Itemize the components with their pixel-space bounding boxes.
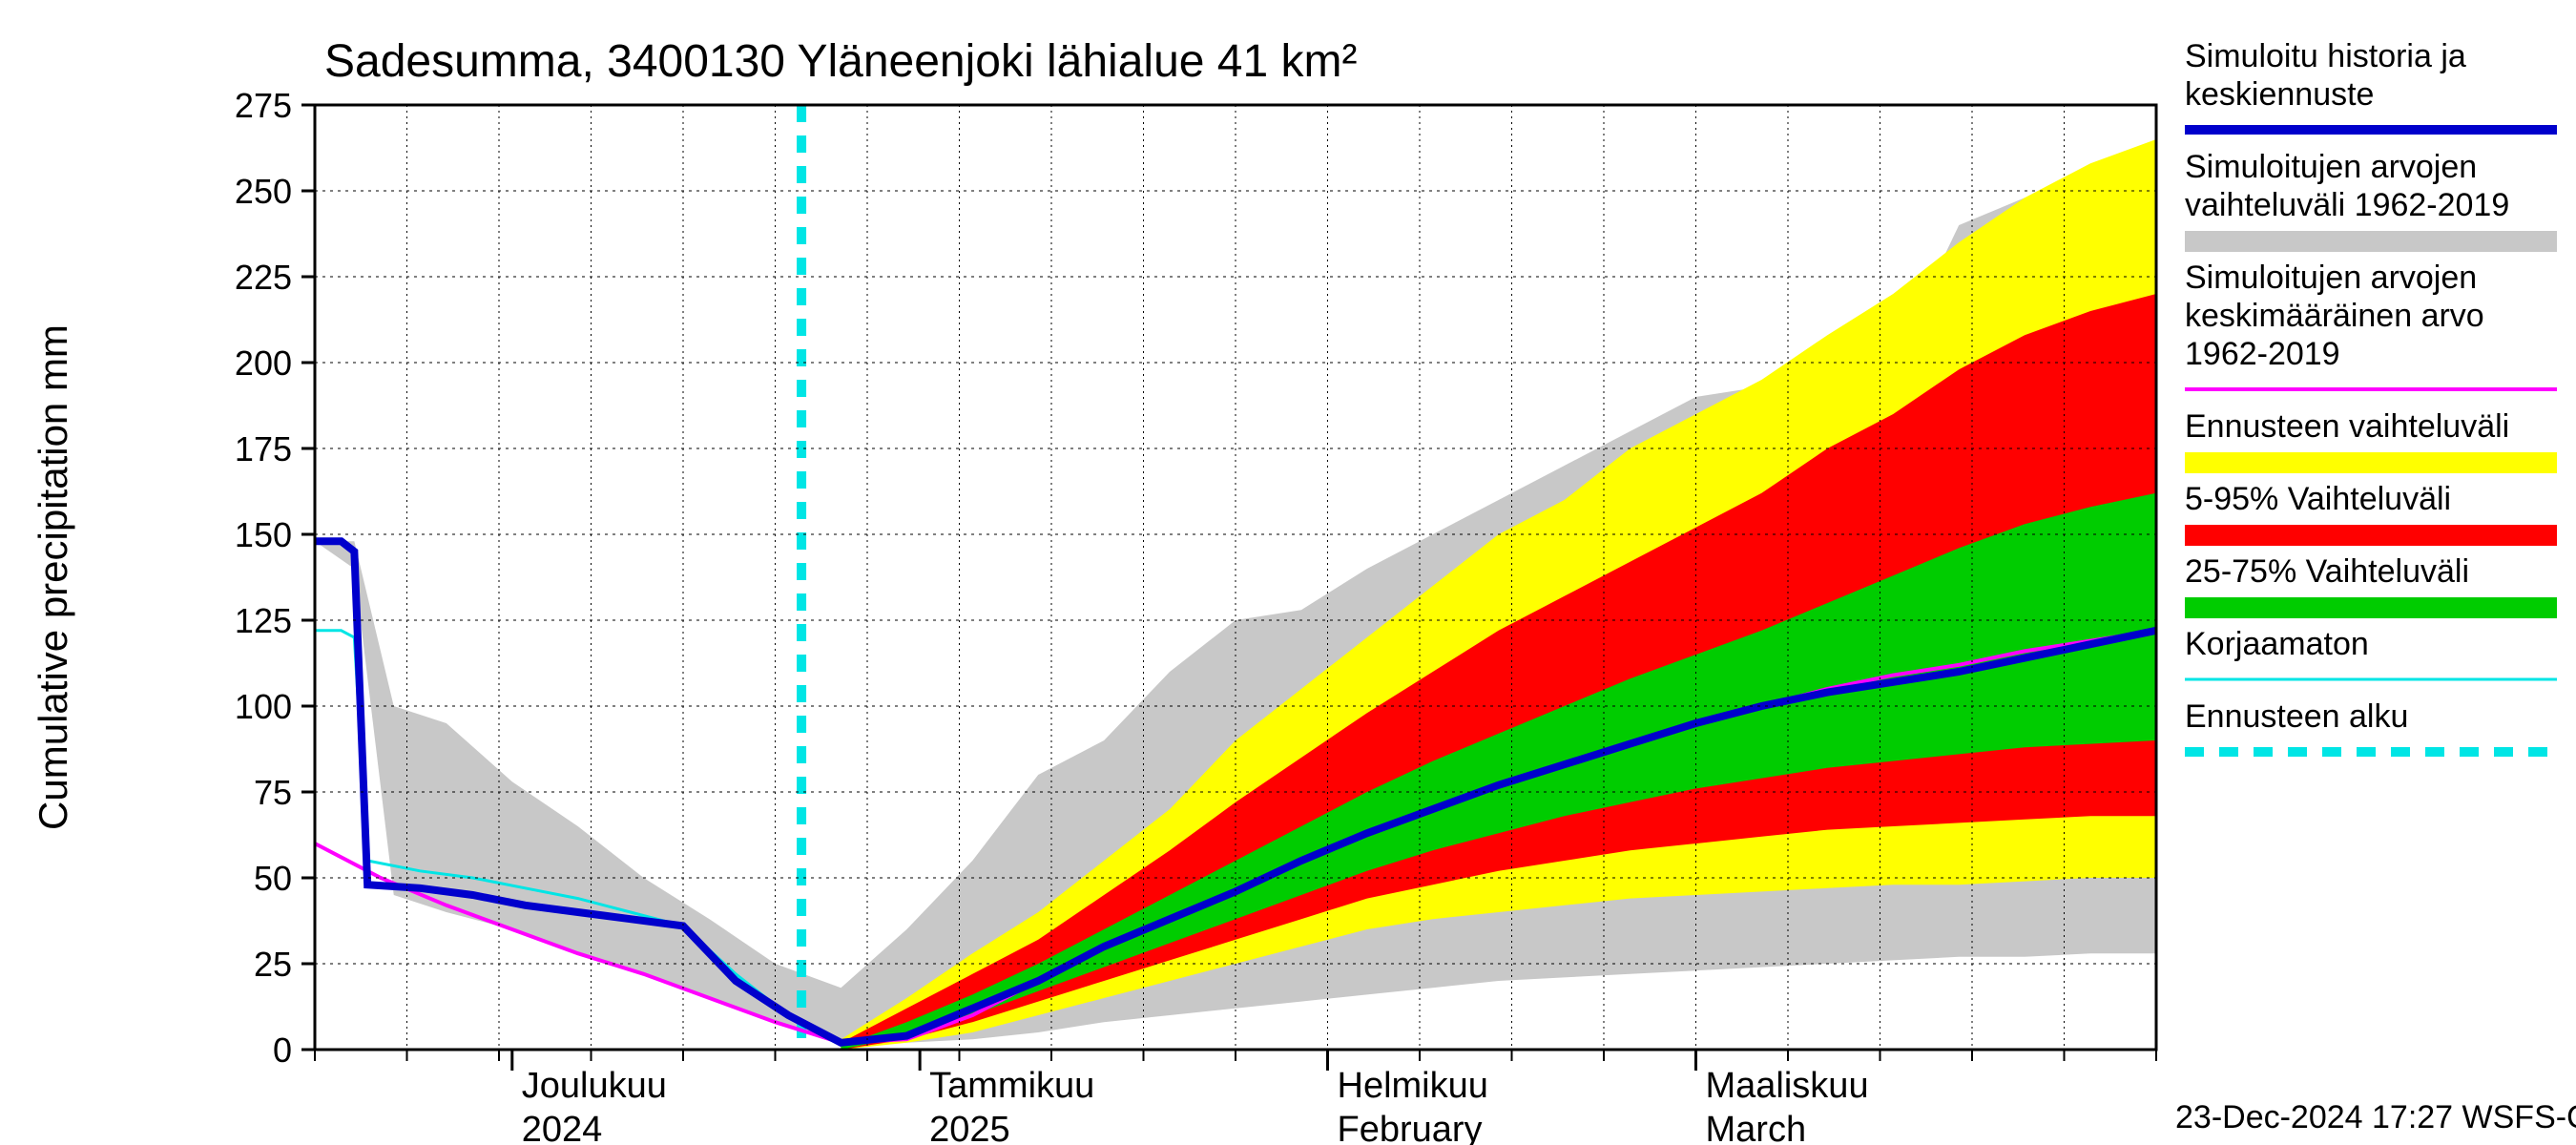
svg-text:250: 250 xyxy=(235,172,292,211)
svg-text:March: March xyxy=(1706,1110,1807,1145)
svg-text:Korjaamaton: Korjaamaton xyxy=(2185,626,2369,662)
svg-text:Simuloitujen arvojen: Simuloitujen arvojen xyxy=(2185,260,2477,296)
svg-text:125: 125 xyxy=(235,601,292,640)
svg-text:Joulukuu: Joulukuu xyxy=(522,1066,667,1106)
svg-text:200: 200 xyxy=(235,344,292,383)
chart-svg: 0 25 50 75 100 125 150 175 200 225 250 275 Joulukuu 2… xyxy=(0,0,2576,1145)
y-axis-label: Cumulative precipitation mm xyxy=(31,324,75,830)
svg-text:Tammikuu: Tammikuu xyxy=(929,1066,1094,1106)
legend-swatch xyxy=(2185,452,2557,473)
legend-swatch xyxy=(2185,231,2557,252)
svg-text:1962-2019: 1962-2019 xyxy=(2185,336,2340,372)
svg-text:2025: 2025 xyxy=(929,1110,1010,1145)
svg-text:Maaliskuu: Maaliskuu xyxy=(1706,1066,1869,1106)
svg-text:50: 50 xyxy=(254,859,292,898)
svg-text:keskiennuste: keskiennuste xyxy=(2185,76,2374,113)
footer-timestamp: 23-Dec-2024 17:27 WSFS-O xyxy=(2175,1099,2576,1135)
legend-swatch xyxy=(2185,597,2557,618)
svg-text:275: 275 xyxy=(235,86,292,125)
svg-text:5-95% Vaihteluväli: 5-95% Vaihteluväli xyxy=(2185,481,2451,517)
svg-text:25: 25 xyxy=(254,945,292,984)
svg-text:150: 150 xyxy=(235,515,292,554)
svg-text:Ennusteen vaihteluväli: Ennusteen vaihteluväli xyxy=(2185,408,2509,445)
svg-text:175: 175 xyxy=(235,429,292,468)
chart-title: Sadesumma, 3400130 Yläneenjoki lähialue … xyxy=(324,36,1358,87)
svg-text:keskimääräinen arvo: keskimääräinen arvo xyxy=(2185,298,2484,334)
svg-text:Simuloitu historia ja: Simuloitu historia ja xyxy=(2185,38,2466,74)
svg-text:0: 0 xyxy=(273,1030,292,1070)
svg-text:Helmikuu: Helmikuu xyxy=(1338,1066,1488,1106)
svg-text:Simuloitujen arvojen: Simuloitujen arvojen xyxy=(2185,149,2477,185)
svg-text:February: February xyxy=(1338,1110,1483,1145)
svg-text:225: 225 xyxy=(235,258,292,297)
legend-swatch xyxy=(2185,525,2557,546)
svg-text:2024: 2024 xyxy=(522,1110,603,1145)
svg-text:vaihteluväli 1962-2019: vaihteluväli 1962-2019 xyxy=(2185,187,2509,223)
svg-text:25-75% Vaihteluväli: 25-75% Vaihteluväli xyxy=(2185,553,2469,590)
svg-text:Ennusteen alku: Ennusteen alku xyxy=(2185,698,2408,735)
chart-container: 0 25 50 75 100 125 150 175 200 225 250 275 Joulukuu 2… xyxy=(0,0,2576,1145)
svg-text:100: 100 xyxy=(235,687,292,726)
svg-text:75: 75 xyxy=(254,773,292,812)
